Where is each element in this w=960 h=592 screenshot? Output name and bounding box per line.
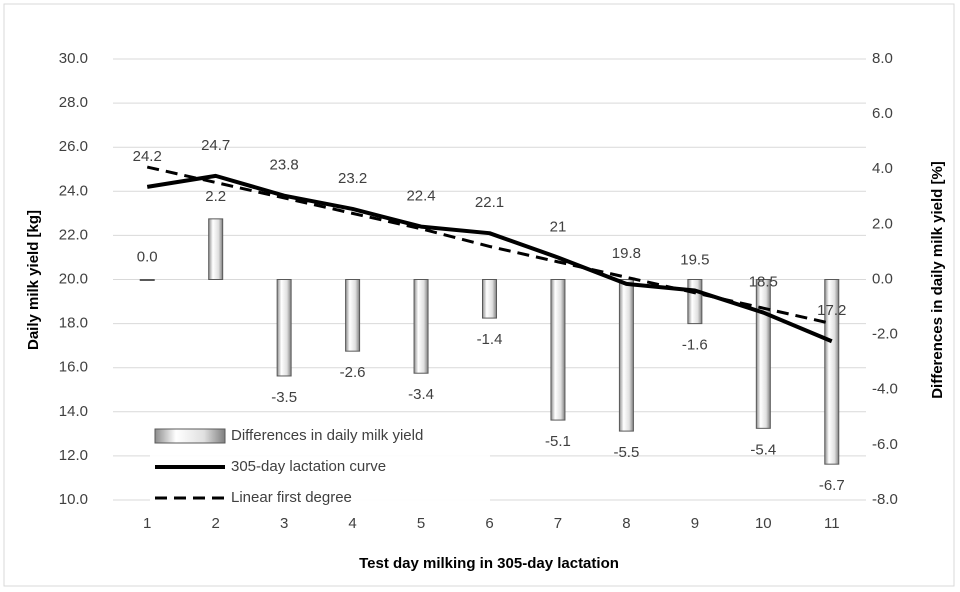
line-value-label: 23.2	[338, 170, 367, 187]
bar	[482, 279, 497, 319]
line-value-label: 17.2	[817, 302, 846, 319]
y2-tick-label: 4.0	[872, 160, 893, 177]
y-tick-label: 16.0	[59, 359, 88, 376]
x-tick-label: 8	[622, 515, 630, 532]
bar-value-label: -1.4	[477, 331, 503, 348]
x-axis-title: Test day milking in 305-day lactation	[359, 555, 619, 572]
x-tick-label: 11	[824, 515, 840, 532]
line-value-label: 18.5	[749, 274, 778, 291]
y2-tick-label: -2.0	[872, 326, 898, 343]
legend-swatch	[154, 428, 226, 444]
bar-value-label: -5.4	[750, 441, 776, 458]
y2-tick-label: -4.0	[872, 381, 898, 398]
bar-value-label: -2.6	[340, 364, 366, 381]
bar	[139, 279, 155, 281]
y-tick-label: 12.0	[59, 447, 88, 464]
bar	[345, 279, 361, 352]
legend-label: 305-day lactation curve	[231, 458, 386, 475]
y-tick-label: 30.0	[59, 50, 88, 67]
bar	[618, 279, 634, 432]
y2-tick-label: 8.0	[872, 50, 893, 67]
line	[146, 165, 833, 326]
line-value-label: 19.8	[612, 245, 641, 262]
bar-value-label: -3.5	[271, 389, 297, 406]
legend-label: Linear first degree	[231, 489, 352, 506]
bar	[208, 218, 224, 281]
bar	[276, 279, 292, 377]
line-value-label: 19.5	[680, 251, 709, 268]
x-tick-label: 6	[485, 515, 493, 532]
x-tick-label: 7	[554, 515, 562, 532]
x-tick-label: 2	[212, 515, 220, 532]
bar-value-label: -5.5	[613, 444, 639, 461]
x-tick-label: 9	[691, 515, 699, 532]
bar-value-label: -5.1	[545, 433, 571, 450]
bar	[755, 279, 771, 429]
y2-axis-title: Differences in daily milk yield [%]	[929, 161, 946, 399]
y2-tick-label: 6.0	[872, 105, 893, 122]
y-tick-label: 18.0	[59, 315, 88, 332]
bar-value-label: -6.7	[819, 477, 845, 494]
bar-value-label: -1.6	[682, 337, 708, 354]
line-value-label: 22.1	[475, 194, 504, 211]
y2-tick-label: -6.0	[872, 436, 898, 453]
x-tick-label: 4	[348, 515, 356, 532]
bar-value-label: -3.4	[408, 386, 434, 403]
bar	[824, 279, 840, 465]
y-tick-label: 20.0	[59, 270, 88, 287]
bar-value-label: 0.0	[137, 248, 158, 265]
y2-tick-label: 0.0	[872, 270, 893, 287]
line	[146, 173, 833, 344]
y-tick-label: 28.0	[59, 94, 88, 111]
bar-value-label: 2.2	[205, 188, 226, 205]
x-tick-label: 3	[280, 515, 288, 532]
y-tick-label: 22.0	[59, 226, 88, 243]
bar	[550, 279, 566, 421]
line-value-label: 21	[550, 218, 567, 235]
y-tick-label: 14.0	[59, 403, 88, 420]
line-value-label: 22.4	[406, 188, 435, 205]
x-tick-label: 1	[143, 515, 151, 532]
legend-label: Differences in daily milk yield	[231, 427, 423, 444]
line-value-label: 24.7	[201, 137, 230, 154]
y-tick-label: 10.0	[59, 491, 88, 508]
x-tick-label: 5	[417, 515, 425, 532]
bar	[413, 279, 429, 374]
y2-tick-label: -8.0	[872, 491, 898, 508]
bar	[687, 279, 703, 325]
y2-tick-label: 2.0	[872, 215, 893, 232]
y-axis-title: Daily milk yield [kg]	[25, 210, 42, 350]
y-tick-label: 24.0	[59, 182, 88, 199]
line-value-label: 24.2	[133, 148, 162, 165]
x-tick-label: 10	[755, 515, 772, 532]
y-tick-label: 26.0	[59, 138, 88, 155]
line-value-label: 23.8	[270, 157, 299, 174]
